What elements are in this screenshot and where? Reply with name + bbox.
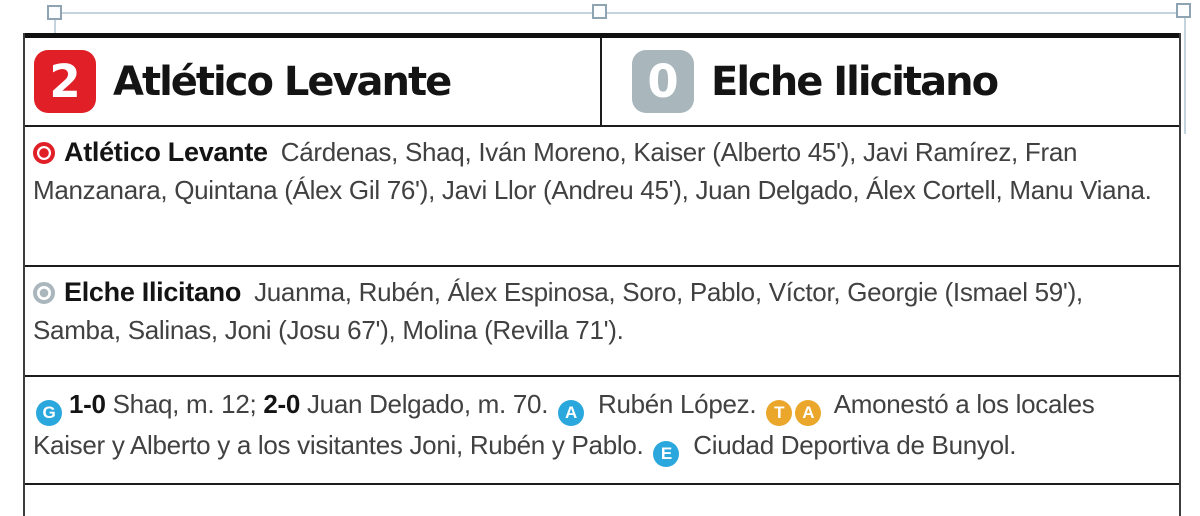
yellow-card-a-icon: A	[795, 400, 822, 426]
facts-text-segment: Amonestó a los locales Kaiser y Alberto …	[33, 389, 1095, 460]
away-lineup-team-label: Elche Ilicitano	[64, 277, 242, 307]
top-rule	[25, 33, 1179, 38]
scoreboard-header: 2 Atlético Levante 0 Elche Ilicitano	[25, 38, 1179, 127]
facts-text-segment: Shaq, m. 12;	[105, 389, 264, 419]
referee-icon: A	[558, 400, 585, 426]
goals-icon: G	[36, 400, 62, 426]
selection-handle-top-right[interactable]	[1176, 3, 1191, 18]
selection-outline-left	[54, 18, 56, 36]
match-report-box-score[interactable]: 2 Atlético Levante 0 Elche Ilicitano Atl…	[23, 33, 1181, 516]
selection-handle-top-middle[interactable]	[592, 4, 607, 19]
away-lineup-row: Elche Ilicitano Juanma, Rubén, Álex Espin…	[25, 267, 1179, 377]
facts-text-segment: 2-0	[263, 389, 301, 419]
home-score-badge: 2	[34, 50, 96, 113]
facts-text-segment: Rubén López.	[591, 389, 764, 419]
away-score-badge: 0	[632, 50, 694, 113]
home-lineup-row: Atlético Levante Cárdenas, Shaq, Iván Mor…	[25, 127, 1179, 267]
bullseye-home-icon	[33, 142, 55, 164]
home-team-header: 2 Atlético Levante	[25, 38, 602, 125]
facts-text-segment: Juan Delgado, m. 70.	[300, 389, 556, 419]
selection-outline-top	[55, 12, 1186, 14]
facts-text-segment: Ciudad Deportiva de Bunyol.	[686, 430, 1017, 460]
facts-text-segment: 1-0	[69, 389, 106, 419]
away-lineup-players: Juanma, Rubén, Álex Espinosa, Soro, Pabl…	[33, 277, 1083, 345]
match-facts-row: G 1-0 Shaq, m. 12; 2-0 Juan Delgado, m. 7…	[25, 377, 1179, 485]
stadium-icon: E	[653, 441, 680, 467]
selection-handle-top-left[interactable]	[47, 5, 62, 20]
bullseye-away-icon	[33, 282, 55, 304]
away-team-header: 0 Elche Ilicitano	[602, 38, 1179, 125]
home-team-name: Atlético Levante	[113, 58, 452, 105]
home-lineup-players: Cárdenas, Shaq, Iván Moreno, Kaiser (Alb…	[33, 137, 1152, 205]
away-team-name: Elche Ilicitano	[711, 58, 999, 105]
yellow-card-t-icon: T	[766, 400, 793, 426]
selection-outline-right	[1184, 16, 1186, 134]
home-lineup-team-label: Atlético Levante	[64, 137, 268, 167]
